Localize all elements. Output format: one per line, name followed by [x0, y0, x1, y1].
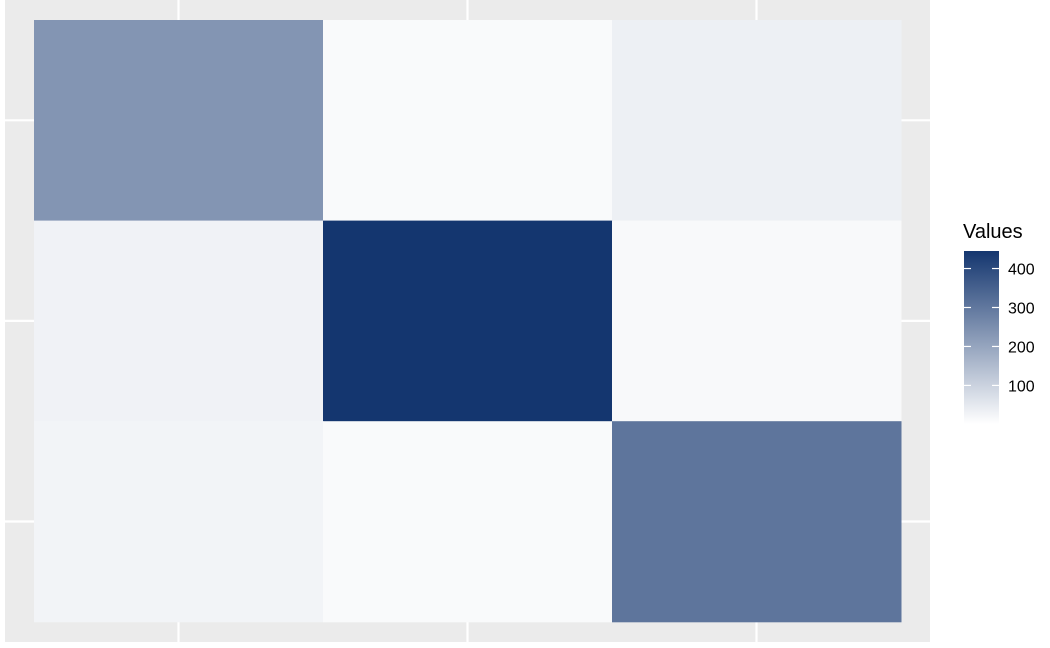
heatmap-cell-r1-c3	[612, 20, 902, 222]
heatmap-cell-r3-c1	[34, 421, 324, 623]
legend-ticks: 100 200 300 400	[964, 262, 1035, 395]
heatmap-cell-r2-c2	[323, 220, 613, 422]
heatmap-cell-r1-c1	[34, 20, 324, 222]
legend-tick-label: 400	[1008, 262, 1035, 279]
legend-tick-label: 100	[1008, 378, 1035, 395]
heatmap-cell-r2-c3	[612, 220, 902, 422]
heatmap-cells	[34, 20, 902, 623]
heatmap-cell-r1-c2	[323, 20, 613, 222]
legend: Values 100 200 300 400	[963, 221, 1035, 424]
legend-colorbar	[964, 251, 999, 424]
legend-tick-label: 300	[1008, 300, 1035, 317]
heatmap-cell-r3-c2	[323, 421, 613, 623]
legend-title: Values	[963, 221, 1023, 243]
legend-tick-label: 200	[1008, 339, 1035, 356]
heatmap-cell-r2-c1	[34, 220, 324, 422]
heatmap-cell-r3-c3	[612, 421, 902, 623]
